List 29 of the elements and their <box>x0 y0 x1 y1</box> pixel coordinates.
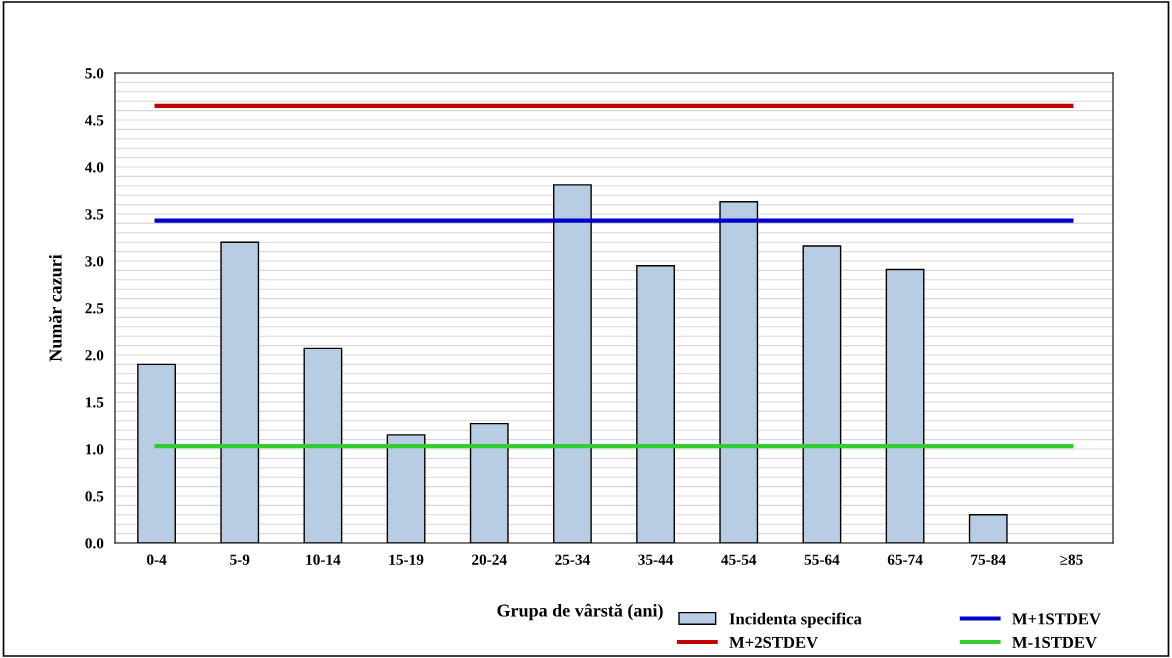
legend-label: M-1STDEV <box>1012 636 1097 649</box>
y-tick-label: 2.0 <box>85 350 104 361</box>
legend-label: M+1STDEV <box>1012 613 1101 625</box>
x-tick-label: 55-64 <box>804 554 840 565</box>
y-tick-label: 0.5 <box>85 491 104 502</box>
x-tick-label: 65-74 <box>887 554 923 565</box>
x-axis-title: Grupa de vârstă (ani) <box>497 603 663 621</box>
legend-label: Incidenta specifica <box>729 612 862 628</box>
x-tick-label: 5-9 <box>230 554 250 565</box>
x-tick-label: 35-44 <box>638 554 674 565</box>
x-tick-label: ≥85 <box>1060 554 1083 565</box>
y-axis-title: Număr cazuri <box>48 254 62 362</box>
y-tick-label: 1.0 <box>86 444 104 455</box>
y-tick-label: 5.0 <box>85 68 104 79</box>
x-tick-label: 75-84 <box>971 554 1006 565</box>
x-tick-label: 10-14 <box>306 554 341 565</box>
x-tick-label: 20-24 <box>472 554 507 565</box>
x-tick-label: 0-4 <box>146 554 167 565</box>
y-tick-label: 2.5 <box>85 303 104 314</box>
x-tick-label: 45-54 <box>721 554 757 565</box>
legend-label: M+2STDEV <box>729 636 818 649</box>
y-tick-label: 0.0 <box>85 538 104 549</box>
y-tick-label: 3.5 <box>85 209 104 220</box>
y-tick-label: 4.5 <box>85 115 104 126</box>
y-tick-label: 1.5 <box>86 397 104 408</box>
x-tick-label: 15-19 <box>389 554 424 565</box>
x-tick-label: 25-34 <box>555 554 590 565</box>
y-tick-label: 4.0 <box>85 162 104 173</box>
y-tick-label: 3.0 <box>85 256 104 267</box>
